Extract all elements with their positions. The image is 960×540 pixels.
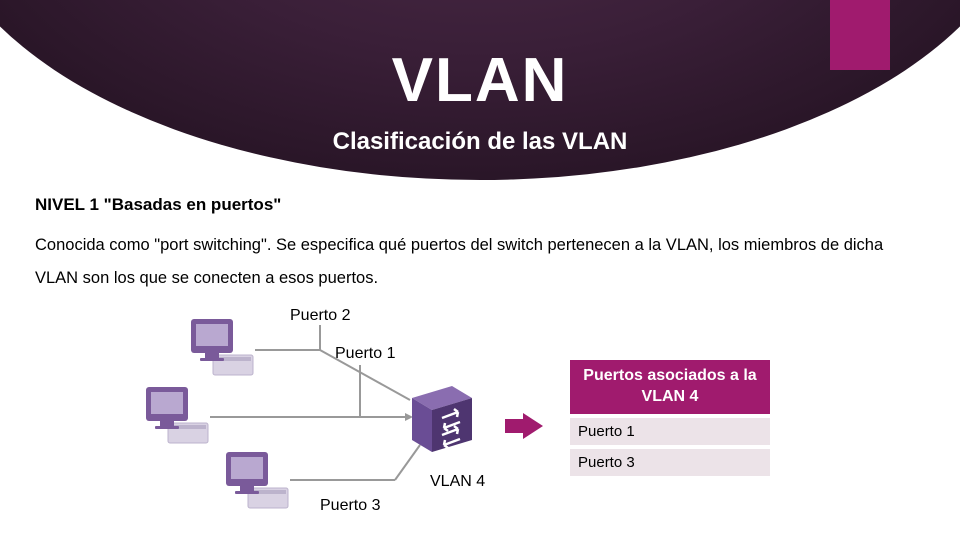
slide-title: VLAN bbox=[0, 45, 960, 116]
switch-icon bbox=[400, 380, 480, 455]
slide-subtitle: Clasificación de las VLAN bbox=[0, 128, 960, 156]
vlan-ports-table: Puertos asociados a la VLAN 4 Puerto 1 P… bbox=[570, 360, 770, 476]
arrow-right-icon bbox=[505, 413, 545, 444]
level-title: NIVEL 1 "Basadas en puertos" bbox=[35, 195, 925, 215]
table-header: Puertos asociados a la VLAN 4 bbox=[570, 360, 770, 414]
content-area: NIVEL 1 "Basadas en puertos" Conocida co… bbox=[35, 195, 925, 295]
slide-header: VLAN Clasificación de las VLAN bbox=[0, 0, 960, 185]
description-text: Conocida como "port switching". Se espec… bbox=[35, 229, 925, 295]
computer-port3 bbox=[220, 450, 295, 510]
vlan-diagram: Puerto 2 Puerto 1 Puerto 3 VLAN 4 bbox=[0, 305, 960, 535]
computer-port2 bbox=[185, 317, 260, 377]
table-row: Puerto 3 bbox=[570, 449, 770, 476]
computer-port1 bbox=[140, 385, 215, 445]
table-row: Puerto 1 bbox=[570, 418, 770, 445]
